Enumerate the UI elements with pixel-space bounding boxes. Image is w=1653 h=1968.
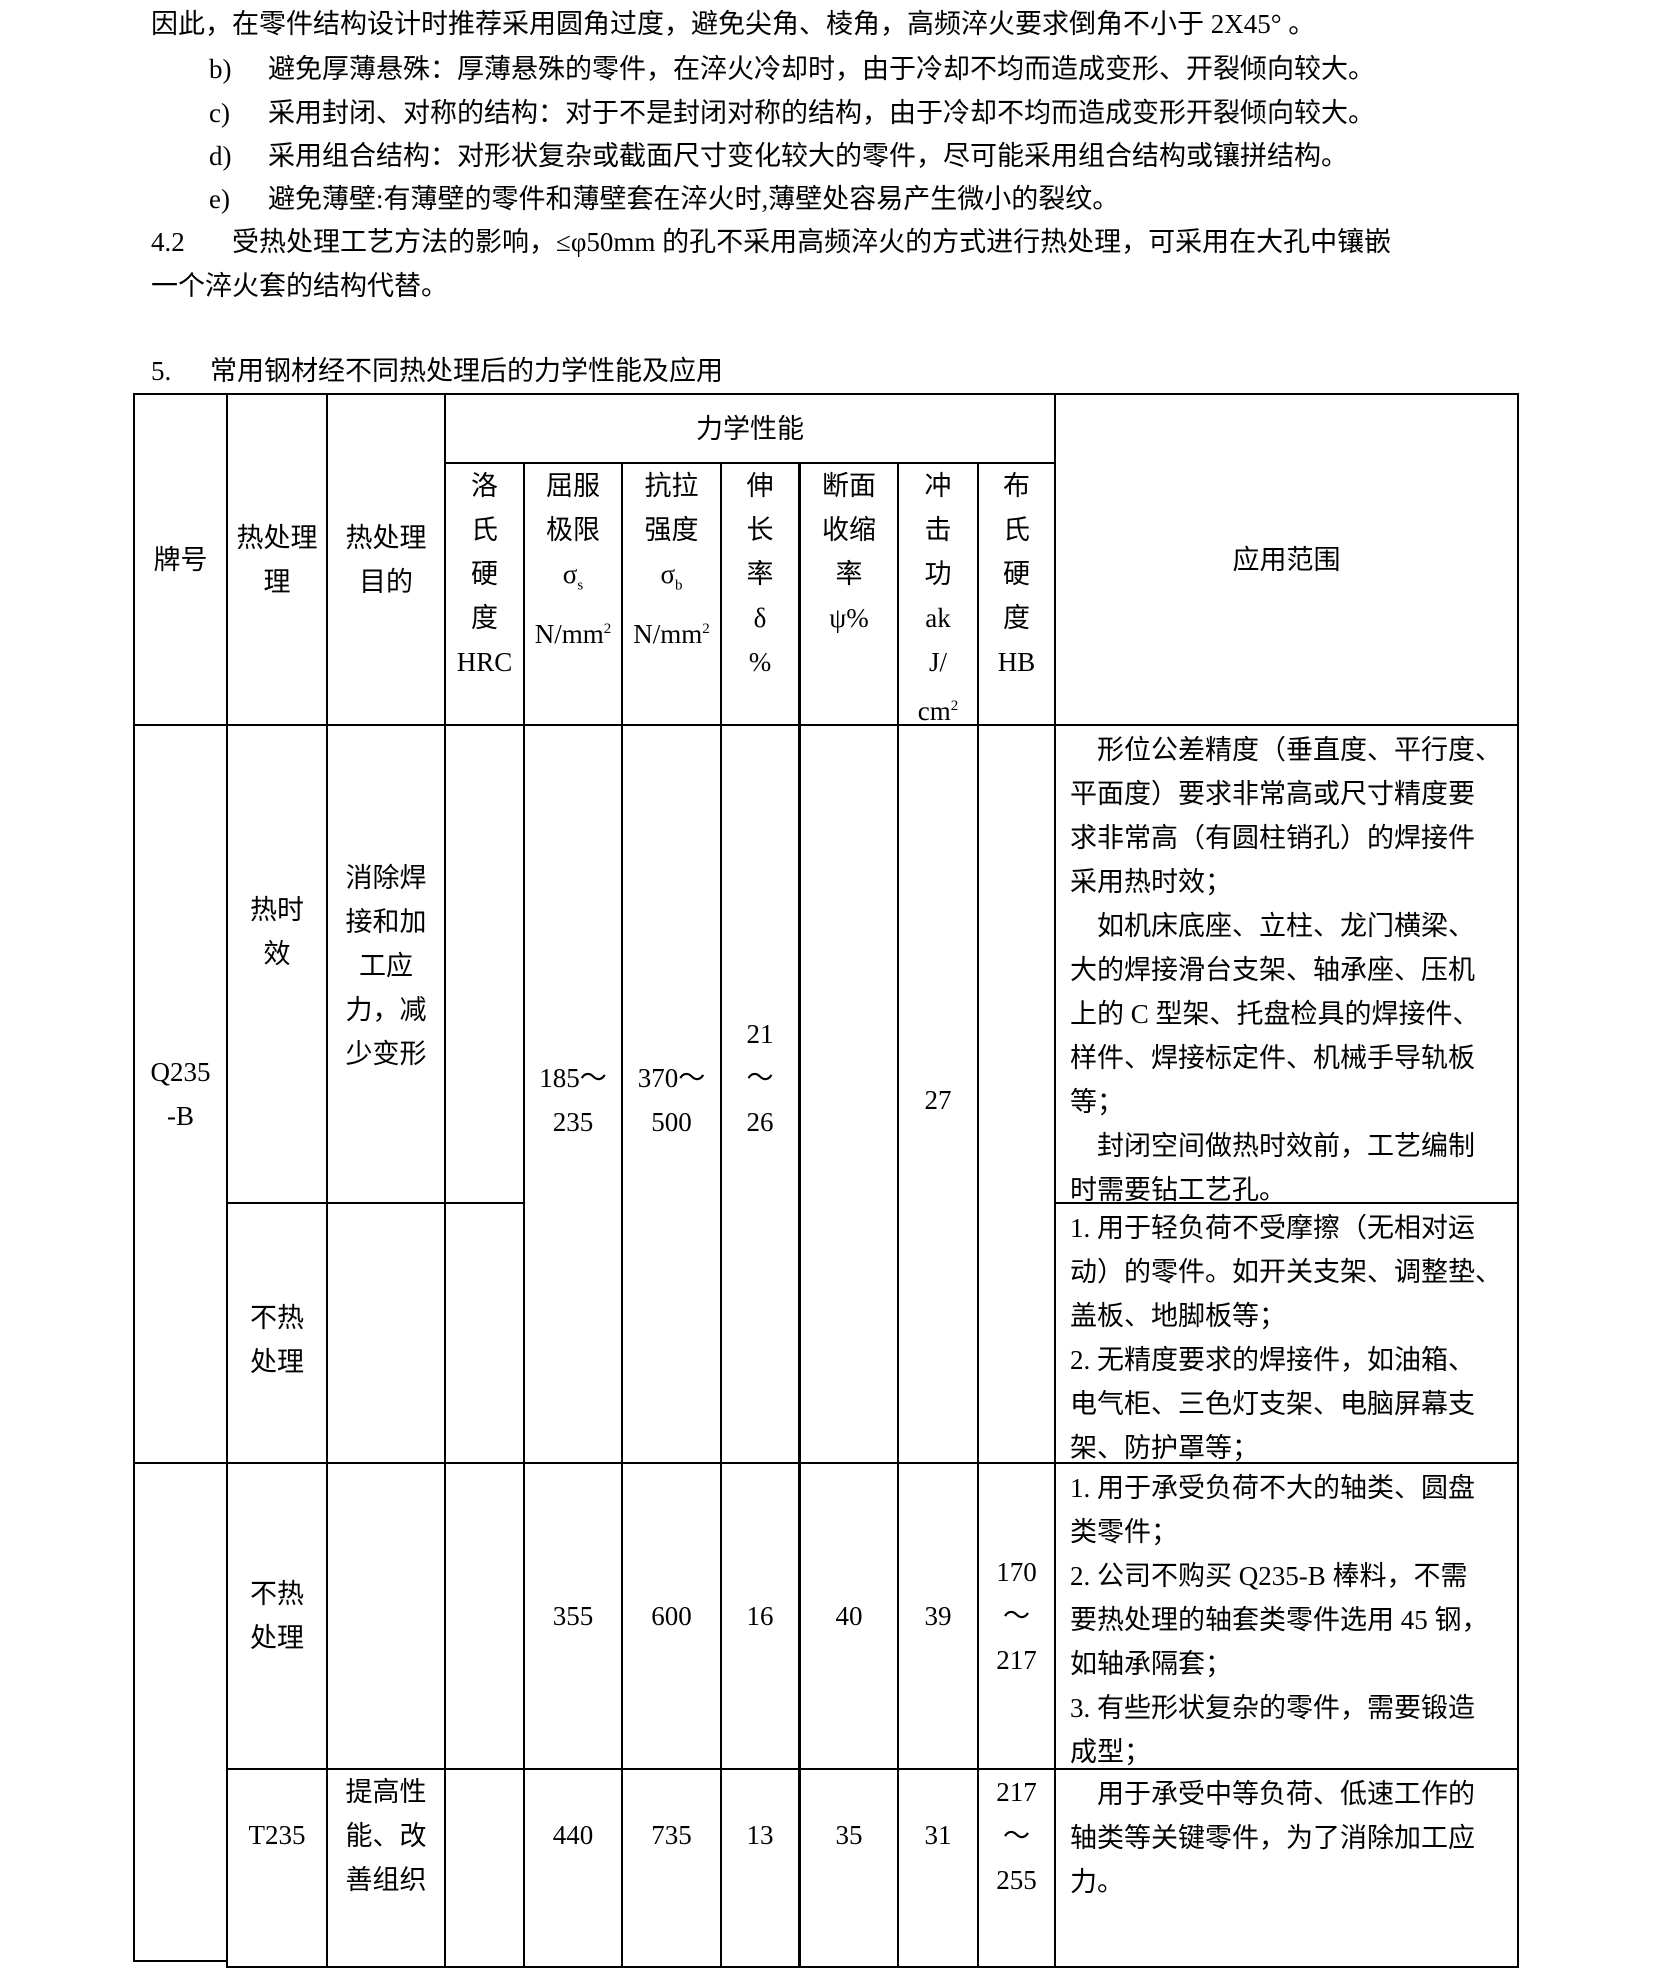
cell-yield: 355 — [523, 1462, 623, 1770]
cell-application: 形位公差精度（垂直度、平行度、 平面度）要求非常高或尺寸精度要 求非常高（有圆柱… — [1054, 724, 1519, 1205]
header-treatment: 热处理 理 — [226, 393, 328, 726]
cell-application: 用于承受中等负荷、低速工作的 轴类等关键零件，为了消除加工应 力。 — [1054, 1768, 1519, 1968]
cell-purpose: 消除焊 接和加 工应 力，减 少变形 — [326, 724, 446, 1204]
cell-yield: 185～ 235 — [523, 724, 623, 1464]
cell-hrc — [444, 1462, 525, 1770]
cell-reduction — [798, 724, 899, 1464]
header-mechanical-properties: 力学性能 — [444, 393, 1056, 464]
list-label-d: d) — [209, 141, 232, 171]
cell-tensile: 735 — [621, 1768, 722, 1968]
cell-hrc — [444, 724, 525, 1204]
cell-hb — [977, 724, 1056, 1464]
cell-impact: 39 — [897, 1462, 979, 1770]
header-application: 应用范围 — [1054, 393, 1519, 726]
cell-tensile: 600 — [621, 1462, 722, 1770]
cell-grade: Q235 -B — [133, 724, 228, 1464]
list-label-b: b) — [209, 54, 232, 84]
cell-elongation: 21 ～ 26 — [720, 724, 800, 1464]
cell-application: 1. 用于轻负荷不受摩擦（无相对运 动）的零件。如开关支架、调整垫、 盖板、地脚… — [1054, 1202, 1519, 1464]
header-yield-strength: 屈服 极限 σs N/mm2 — [523, 462, 623, 726]
cell-treatment: T235 — [226, 1768, 328, 1968]
section-5-title: 常用钢材经不同热处理后的力学性能及应用 — [210, 356, 723, 386]
header-tensile-strength: 抗拉 强度 σb N/mm2 — [621, 462, 722, 726]
header-elongation: 伸 长 率 δ % — [720, 462, 800, 726]
header-purpose: 热处理 目的 — [326, 393, 446, 726]
cell-impact: 31 — [897, 1768, 979, 1968]
cell-elongation: 13 — [720, 1768, 800, 1968]
header-hrc: 洛 氏 硬 度 HRC — [444, 462, 525, 726]
cell-reduction: 35 — [798, 1768, 899, 1968]
cell-purpose — [326, 1202, 446, 1464]
list-item-c: 采用封闭、对称的结构：对于不是封闭对称的结构，由于冷却不均而造成变形开裂倾向较大… — [268, 98, 1375, 128]
cell-tensile: 370～ 500 — [621, 724, 722, 1464]
cell-purpose: 提高性 能、改 善组织 — [326, 1768, 446, 1968]
cell-purpose — [326, 1462, 446, 1770]
cell-hb: 170 ～ 217 — [977, 1462, 1056, 1770]
list-item-e: 避免薄壁:有薄壁的零件和薄壁套在淬火时,薄壁处容易产生微小的裂纹。 — [268, 184, 1120, 214]
cell-hrc — [444, 1768, 525, 1968]
header-reduction: 断面 收缩 率 ψ% — [798, 462, 899, 726]
list-item-b: 避免厚薄悬殊：厚薄悬殊的零件，在淬火冷却时，由于冷却不均而造成变形、开裂倾向较大… — [268, 54, 1375, 84]
list-item-d: 采用组合结构：对形状复杂或截面尺寸变化较大的零件，尽可能采用组合结构或镶拼结构。 — [268, 141, 1348, 171]
section-4-2-text: 受热处理工艺方法的影响，≤φ50mm 的孔不采用高频淬火的方式进行热处理，可采用… — [232, 227, 1392, 257]
cell-hrc — [444, 1202, 525, 1464]
header-hb: 布 氏 硬 度 HB — [977, 462, 1056, 726]
cell-grade — [133, 1462, 228, 1962]
paragraph-rounded-corners: 因此，在零件结构设计时推荐采用圆角过度，避免尖角、棱角，高频淬火要求倒角不小于 … — [151, 9, 1316, 39]
cell-reduction: 40 — [798, 1462, 899, 1770]
cell-yield: 440 — [523, 1768, 623, 1968]
cell-treatment: 热时 效 — [226, 724, 328, 1204]
cell-treatment: 不热 处理 — [226, 1462, 328, 1770]
list-label-e: e) — [209, 184, 230, 214]
cell-hb: 217 ～ 255 — [977, 1768, 1056, 1968]
cell-treatment: 不热 处理 — [226, 1202, 328, 1464]
header-grade: 牌号 — [133, 393, 228, 726]
section-4-2-number: 4.2 — [151, 227, 185, 257]
list-label-c: c) — [209, 98, 230, 128]
section-5-number: 5. — [151, 356, 172, 386]
cell-application: 1. 用于承受负荷不大的轴类、圆盘 类零件； 2. 公司不购买 Q235-B 棒… — [1054, 1462, 1519, 1770]
cell-elongation: 16 — [720, 1462, 800, 1770]
header-impact: 冲 击 功 ak J/cm2 — [897, 462, 979, 726]
cell-impact: 27 — [897, 724, 979, 1464]
section-4-2-text-cont: 一个淬火套的结构代替。 — [151, 271, 448, 301]
